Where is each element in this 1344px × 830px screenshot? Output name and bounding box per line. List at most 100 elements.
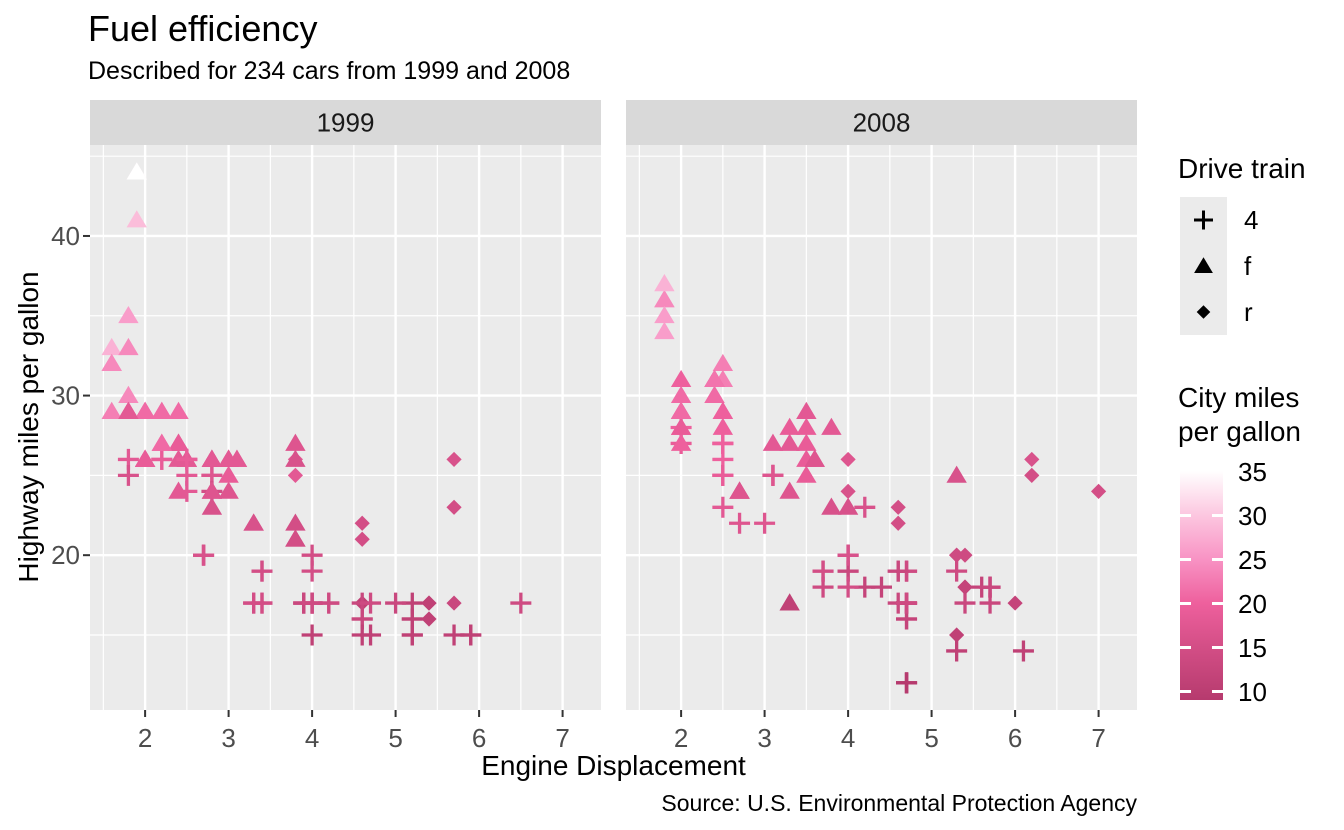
data-point-plus <box>754 512 776 534</box>
x-tick-label: 6 <box>472 723 486 753</box>
data-point-diamond <box>1024 467 1040 483</box>
data-point-triangle <box>779 593 800 611</box>
data-point-plus <box>510 592 532 614</box>
data-point-triangle <box>218 481 239 499</box>
data-point-plus <box>712 496 734 518</box>
colorbar-title: City miles per gallon <box>1178 382 1301 447</box>
plot-subtitle: Described for 234 cars from 1999 and 200… <box>88 57 571 85</box>
data-point-triangle <box>654 305 675 324</box>
facet-strip-label: 1999 <box>317 108 375 138</box>
page-title: Fuel efficiency <box>88 8 318 49</box>
data-point-triangle <box>168 433 189 451</box>
shape-legend: 4 f r <box>1180 197 1258 335</box>
data-point-triangle <box>168 401 189 419</box>
data-point-plus <box>360 624 382 646</box>
data-point-diamond <box>1007 595 1023 611</box>
data-point-plus <box>151 448 173 470</box>
data-point-plus <box>301 624 323 646</box>
data-point-diamond <box>890 515 906 531</box>
data-point-triangle <box>779 481 800 499</box>
data-point-plus <box>301 592 323 614</box>
shape-legend-title: Drive train <box>1178 153 1306 184</box>
data-point-diamond <box>1090 483 1107 499</box>
data-point-plus <box>251 592 273 614</box>
data-point-plus <box>887 560 909 582</box>
y-axis-title: Highway miles per gallon <box>13 271 44 582</box>
plus-icon <box>1194 210 1213 230</box>
data-point-triangle <box>704 385 725 403</box>
data-point-triangle <box>729 481 750 499</box>
data-point-plus <box>946 640 968 662</box>
facet-strip <box>90 100 601 145</box>
colorbar-tick-mark <box>1180 557 1191 561</box>
diamond-icon <box>1196 305 1211 319</box>
data-point-plus <box>812 560 834 582</box>
data-point-diamond <box>421 611 437 627</box>
data-point-triangle <box>712 417 734 435</box>
colorbar-tick-label: 20 <box>1238 589 1267 620</box>
legend-row-4: 4 <box>1180 197 1258 243</box>
data-point-plus <box>837 544 859 566</box>
legend-label: f <box>1244 250 1252 281</box>
facet-strip <box>626 100 1137 145</box>
triangle-icon <box>1194 257 1213 273</box>
data-point-triangle <box>821 417 842 435</box>
colorbar-gradient <box>1180 471 1223 700</box>
data-point-triangle <box>101 401 122 419</box>
colorbar-tick-mark <box>1212 601 1223 605</box>
colorbar-tick-mark <box>1212 557 1223 561</box>
data-point-diamond <box>446 451 462 468</box>
data-point-triangle <box>712 401 734 419</box>
facet-strip-label: 2008 <box>853 108 911 138</box>
data-point-diamond <box>354 515 370 531</box>
data-point-diamond <box>446 595 462 611</box>
data-point-triangle <box>654 274 675 292</box>
data-point-triangle <box>704 369 725 388</box>
x-tick-label: 5 <box>388 723 402 753</box>
data-point-plus <box>460 624 482 646</box>
colorbar-tick-mark <box>1180 645 1191 649</box>
panel-background <box>626 145 1137 710</box>
data-point-plus <box>712 432 734 454</box>
data-point-triangle <box>762 433 784 451</box>
data-point-triangle <box>134 449 156 467</box>
data-point-triangle <box>201 481 223 499</box>
data-point-triangle <box>126 162 147 180</box>
data-point-triangle <box>118 385 139 403</box>
data-point-plus <box>401 608 423 630</box>
data-point-plus <box>837 576 859 598</box>
data-point-diamond <box>354 531 370 547</box>
data-point-triangle <box>670 369 692 388</box>
legend-label: r <box>1244 296 1253 327</box>
data-point-triangle <box>285 529 306 547</box>
panel-background <box>90 145 601 710</box>
data-point-triangle <box>946 465 967 483</box>
colorbar-tick-label: 30 <box>1238 501 1267 532</box>
colorbar-tick-label: 15 <box>1238 633 1267 664</box>
data-point-triangle <box>126 210 147 228</box>
x-tick-label: 3 <box>757 723 771 753</box>
data-point-triangle <box>670 433 692 451</box>
data-point-diamond <box>446 499 462 515</box>
x-tick-label: 4 <box>841 723 855 753</box>
y-tick-label: 20 <box>51 540 80 570</box>
legend-row-r: r <box>1180 289 1258 335</box>
data-point-triangle <box>151 433 173 451</box>
legend-label: 4 <box>1244 204 1259 235</box>
data-point-plus <box>979 576 1001 598</box>
data-point-diamond <box>949 627 965 643</box>
data-point-plus <box>871 576 892 598</box>
x-tick-label: 2 <box>138 723 152 753</box>
x-tick-label: 2 <box>674 723 688 753</box>
data-point-triangle <box>712 353 734 372</box>
data-point-triangle <box>134 401 156 419</box>
data-point-plus <box>251 560 273 582</box>
data-point-plus <box>301 544 323 566</box>
data-point-plus <box>360 592 382 614</box>
data-point-diamond <box>957 579 973 595</box>
data-point-plus <box>762 464 784 486</box>
colorbar-tick-mark <box>1180 513 1191 517</box>
colorbar-tick-mark <box>1212 513 1223 517</box>
